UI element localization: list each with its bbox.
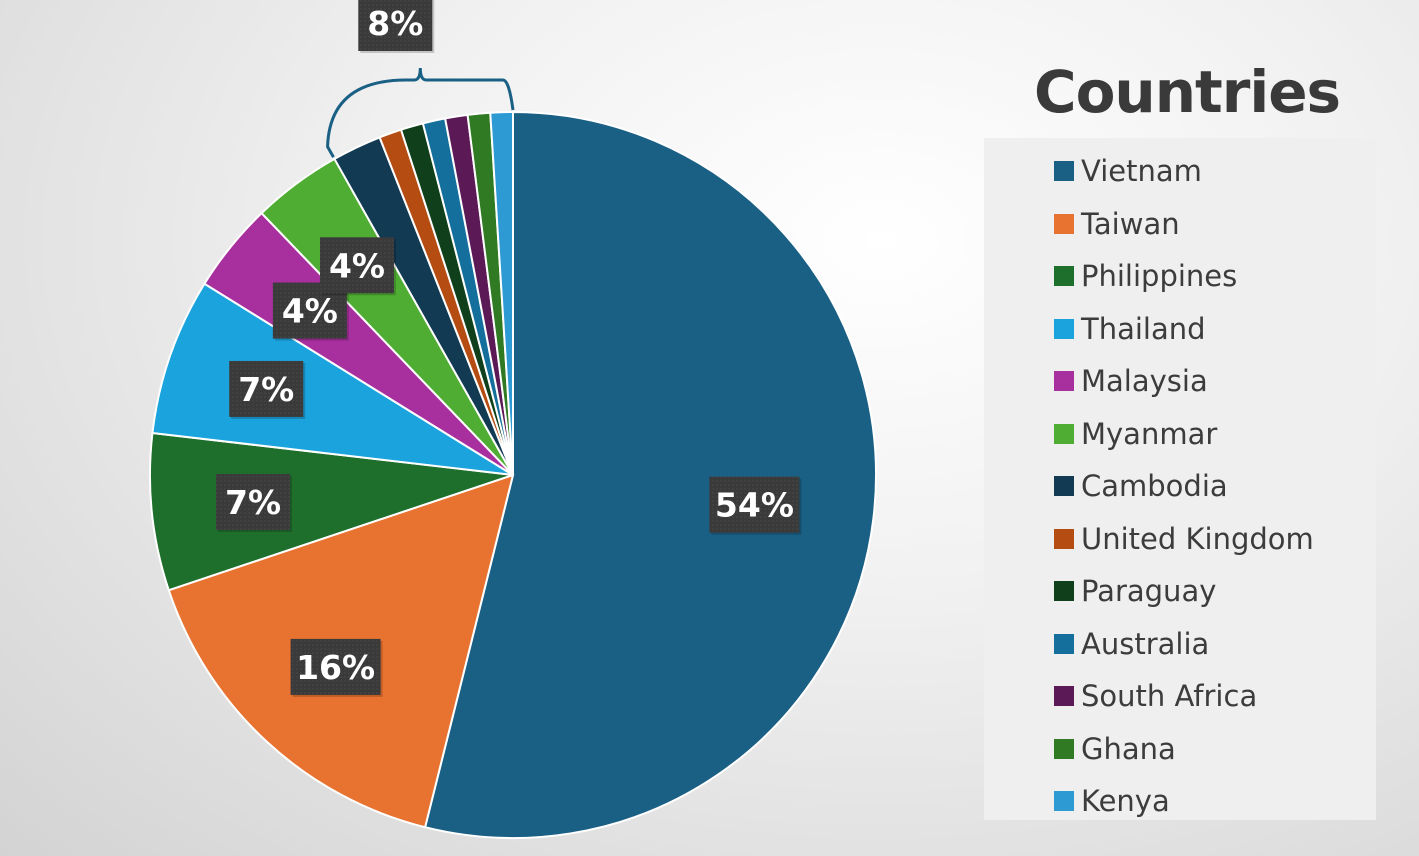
legend-swatch: [1054, 791, 1074, 812]
legend-item-australia: Australia: [1054, 618, 1314, 671]
legend-label: Myanmar: [1081, 416, 1218, 451]
pie-slice-kenya: [489, 110, 514, 476]
legend-item-cambodia: Cambodia: [1054, 460, 1314, 513]
legend-swatch: [1054, 528, 1074, 549]
legend-label: Malaysia: [1081, 364, 1208, 399]
svg-text:7%: 7%: [225, 483, 281, 522]
legend-label: Thailand: [1081, 311, 1206, 346]
legend-item-south-africa: South Africa: [1054, 670, 1314, 723]
legend-item-myanmar: Myanmar: [1054, 408, 1314, 461]
group-bracket: [326, 67, 515, 158]
legend-swatch: [1054, 423, 1074, 444]
legend-item-kenya: Kenya: [1054, 775, 1314, 828]
legend: Vietnam Taiwan Philippines Thailand Malaysia…: [1054, 145, 1314, 828]
legend-label: Ghana: [1081, 731, 1176, 766]
legend-swatch: [1054, 581, 1074, 602]
legend-swatch: [1054, 161, 1074, 182]
data-label-group: 8%: [358, 0, 435, 53]
data-label-vietnam: 54%: [709, 476, 802, 535]
data-label-thailand: 7%: [229, 360, 306, 419]
legend-swatch: [1054, 318, 1074, 339]
svg-text:4%: 4%: [282, 292, 338, 331]
legend-item-taiwan: Taiwan: [1054, 198, 1314, 251]
data-label-philippines: 7%: [216, 473, 293, 532]
svg-text:4%: 4%: [329, 246, 385, 285]
legend-label: Kenya: [1081, 784, 1170, 819]
legend-swatch: [1054, 476, 1074, 497]
legend-label: Philippines: [1081, 259, 1238, 294]
data-label-taiwan: 16%: [290, 638, 383, 697]
legend-box: [984, 138, 1376, 820]
legend-swatch: [1054, 633, 1074, 654]
legend-item-philippines: Philippines: [1054, 250, 1314, 303]
legend-item-paraguay: Paraguay: [1054, 565, 1314, 618]
legend-label: Cambodia: [1081, 469, 1228, 504]
legend-title: Countries: [1034, 58, 1341, 126]
svg-text:54%: 54%: [715, 486, 794, 525]
legend-swatch: [1054, 266, 1074, 287]
legend-item-thailand: Thailand: [1054, 303, 1314, 356]
legend-item-vietnam: Vietnam: [1054, 145, 1314, 198]
svg-text:7%: 7%: [238, 370, 294, 409]
svg-text:16%: 16%: [296, 648, 375, 687]
legend-swatch: [1054, 213, 1074, 234]
legend-swatch: [1054, 686, 1074, 707]
pie-slice-philippines: [149, 431, 514, 592]
legend-label: United Kingdom: [1081, 521, 1314, 556]
legend-label: Australia: [1081, 626, 1210, 661]
legend-label: South Africa: [1081, 679, 1258, 714]
legend-label: Paraguay: [1081, 574, 1217, 609]
data-label-myanmar: 4%: [319, 237, 396, 296]
legend-item-ghana: Ghana: [1054, 723, 1314, 776]
pie-slice-vietnam: [423, 110, 877, 839]
legend-label: Taiwan: [1081, 206, 1180, 241]
legend-label: Vietnam: [1081, 154, 1202, 189]
legend-item-united-kingdom: United Kingdom: [1054, 513, 1314, 566]
legend-swatch: [1054, 738, 1074, 759]
legend-swatch: [1054, 371, 1074, 392]
legend-item-malaysia: Malaysia: [1054, 355, 1314, 408]
pie-slice-thailand: [151, 282, 514, 476]
svg-text:8%: 8%: [367, 4, 423, 43]
